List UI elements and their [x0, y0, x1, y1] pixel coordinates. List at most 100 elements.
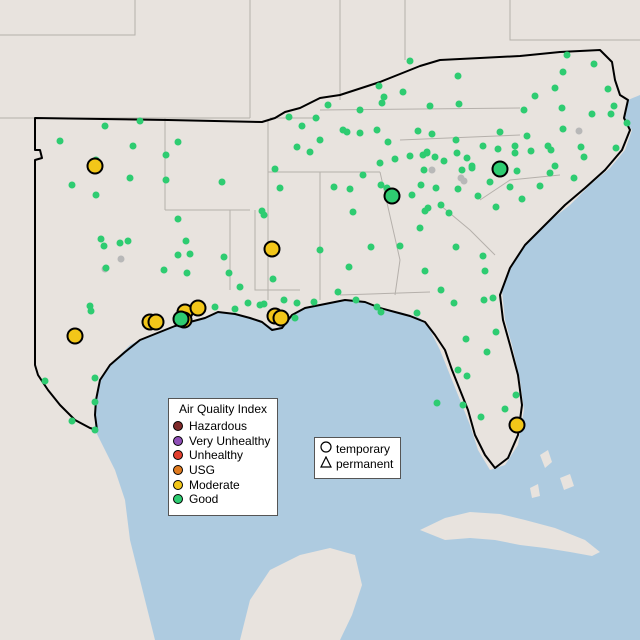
good-monitor-dot[interactable] — [174, 251, 182, 259]
good-monitor-dot[interactable] — [377, 181, 385, 189]
good-monitor-dot[interactable] — [391, 155, 399, 163]
good-monitor-dot[interactable] — [101, 122, 109, 130]
good-monitor-dot[interactable] — [454, 366, 462, 374]
good-monitor-dot[interactable] — [129, 142, 137, 150]
good-monitor-marker[interactable] — [383, 187, 401, 205]
good-monitor-dot[interactable] — [100, 242, 108, 250]
good-monitor-dot[interactable] — [375, 82, 383, 90]
good-monitor-dot[interactable] — [367, 243, 375, 251]
good-monitor-dot[interactable] — [612, 144, 620, 152]
good-monitor-dot[interactable] — [316, 136, 324, 144]
moderate-monitor-marker[interactable] — [86, 157, 104, 175]
good-monitor-dot[interactable] — [87, 307, 95, 315]
good-monitor-dot[interactable] — [136, 117, 144, 125]
good-monitor-dot[interactable] — [291, 314, 299, 322]
good-monitor-dot[interactable] — [492, 328, 500, 336]
good-monitor-dot[interactable] — [384, 138, 392, 146]
good-monitor-dot[interactable] — [269, 275, 277, 283]
good-monitor-dot[interactable] — [479, 252, 487, 260]
good-monitor-dot[interactable] — [396, 242, 404, 250]
good-monitor-dot[interactable] — [462, 335, 470, 343]
good-monitor-dot[interactable] — [492, 203, 500, 211]
good-monitor-dot[interactable] — [511, 149, 519, 157]
good-monitor-dot[interactable] — [604, 85, 612, 93]
good-monitor-dot[interactable] — [160, 266, 168, 274]
good-monitor-dot[interactable] — [452, 136, 460, 144]
good-monitor-dot[interactable] — [416, 224, 424, 232]
good-monitor-dot[interactable] — [496, 128, 504, 136]
good-monitor-dot[interactable] — [174, 215, 182, 223]
good-monitor-dot[interactable] — [454, 72, 462, 80]
good-monitor-dot[interactable] — [431, 153, 439, 161]
good-monitor-dot[interactable] — [41, 377, 49, 385]
good-monitor-dot[interactable] — [419, 151, 427, 159]
good-monitor-dot[interactable] — [520, 106, 528, 114]
good-monitor-dot[interactable] — [546, 169, 554, 177]
good-monitor-dot[interactable] — [437, 286, 445, 294]
good-monitor-dot[interactable] — [183, 269, 191, 277]
good-monitor-dot[interactable] — [623, 119, 631, 127]
moderate-monitor-marker[interactable] — [508, 416, 526, 434]
good-monitor-dot[interactable] — [373, 303, 381, 311]
good-monitor-dot[interactable] — [298, 122, 306, 130]
good-monitor-dot[interactable] — [343, 128, 351, 136]
good-monitor-dot[interactable] — [452, 243, 460, 251]
good-monitor-dot[interactable] — [506, 183, 514, 191]
good-monitor-dot[interactable] — [531, 92, 539, 100]
good-monitor-dot[interactable] — [330, 183, 338, 191]
good-monitor-dot[interactable] — [408, 191, 416, 199]
good-monitor-dot[interactable] — [417, 181, 425, 189]
good-monitor-dot[interactable] — [236, 283, 244, 291]
good-monitor-dot[interactable] — [512, 391, 520, 399]
good-monitor-dot[interactable] — [463, 154, 471, 162]
good-monitor-dot[interactable] — [91, 374, 99, 382]
good-monitor-marker[interactable] — [491, 160, 509, 178]
good-monitor-dot[interactable] — [558, 104, 566, 112]
good-monitor-dot[interactable] — [306, 148, 314, 156]
good-monitor-dot[interactable] — [421, 207, 429, 215]
good-monitor-dot[interactable] — [126, 174, 134, 182]
good-monitor-dot[interactable] — [346, 185, 354, 193]
good-monitor-dot[interactable] — [414, 127, 422, 135]
good-monitor-dot[interactable] — [399, 88, 407, 96]
good-monitor-dot[interactable] — [312, 114, 320, 122]
good-monitor-dot[interactable] — [116, 239, 124, 247]
good-monitor-dot[interactable] — [610, 102, 618, 110]
good-monitor-dot[interactable] — [454, 185, 462, 193]
good-monitor-dot[interactable] — [406, 57, 414, 65]
good-monitor-dot[interactable] — [276, 184, 284, 192]
good-monitor-dot[interactable] — [285, 113, 293, 121]
good-monitor-dot[interactable] — [91, 426, 99, 434]
good-monitor-dot[interactable] — [607, 110, 615, 118]
good-monitor-dot[interactable] — [577, 143, 585, 151]
good-monitor-dot[interactable] — [334, 288, 342, 296]
good-monitor-dot[interactable] — [468, 164, 476, 172]
good-monitor-dot[interactable] — [260, 211, 268, 219]
good-monitor-dot[interactable] — [373, 126, 381, 134]
good-monitor-dot[interactable] — [356, 106, 364, 114]
good-monitor-dot[interactable] — [211, 303, 219, 311]
good-monitor-dot[interactable] — [455, 100, 463, 108]
good-monitor-dot[interactable] — [174, 138, 182, 146]
good-monitor-dot[interactable] — [356, 129, 364, 137]
good-monitor-dot[interactable] — [56, 137, 64, 145]
moderate-monitor-marker[interactable] — [272, 309, 290, 327]
good-monitor-dot[interactable] — [513, 167, 521, 175]
good-monitor-dot[interactable] — [92, 191, 100, 199]
good-monitor-dot[interactable] — [590, 60, 598, 68]
good-monitor-dot[interactable] — [293, 299, 301, 307]
good-monitor-dot[interactable] — [453, 149, 461, 157]
good-monitor-dot[interactable] — [477, 413, 485, 421]
good-monitor-dot[interactable] — [345, 263, 353, 271]
good-monitor-dot[interactable] — [421, 267, 429, 275]
good-monitor-dot[interactable] — [480, 296, 488, 304]
good-monitor-dot[interactable] — [124, 237, 132, 245]
good-monitor-dot[interactable] — [271, 165, 279, 173]
good-monitor-dot[interactable] — [406, 152, 414, 160]
good-monitor-dot[interactable] — [359, 171, 367, 179]
good-monitor-dot[interactable] — [559, 125, 567, 133]
good-monitor-dot[interactable] — [293, 143, 301, 151]
good-monitor-dot[interactable] — [220, 253, 228, 261]
good-monitor-dot[interactable] — [483, 348, 491, 356]
